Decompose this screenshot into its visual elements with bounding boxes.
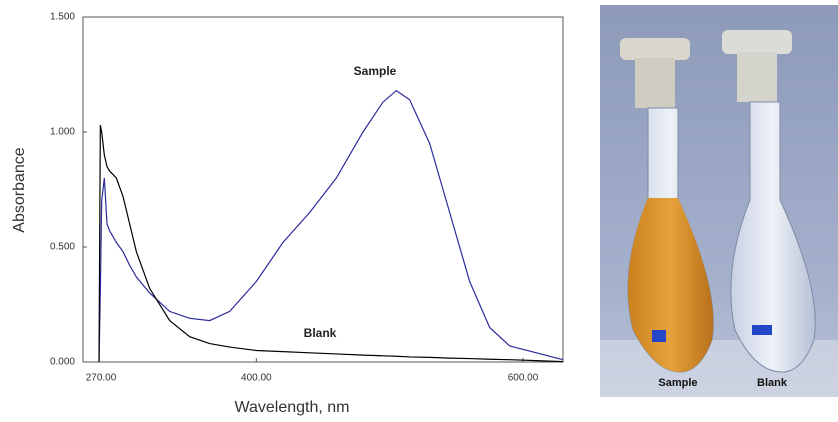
y-tick-label: 0.500 (50, 242, 75, 253)
x-tick-label: 400.00 (241, 373, 272, 384)
photo: Sample Blank (600, 5, 838, 397)
label-tag (652, 330, 666, 342)
y-tick-label: 1.500 (50, 12, 75, 23)
series-label: Sample (354, 64, 397, 78)
label-tag (752, 325, 772, 335)
series-line (98, 89, 564, 363)
series-line (98, 124, 564, 363)
y-tick-label: 0.000 (50, 357, 75, 368)
x-axis-label: Wavelength, nm (234, 399, 349, 416)
x-tick-label: 600.00 (508, 373, 539, 384)
x-tick-label: 270.00 (86, 373, 117, 384)
stopper-cap (722, 30, 792, 54)
photo-label: Blank (757, 377, 788, 389)
y-tick-label: 1.000 (50, 127, 75, 138)
stopper (635, 58, 675, 108)
stopper (737, 52, 777, 102)
stopper-cap (620, 38, 690, 60)
plot-frame (82, 16, 564, 363)
series-label: Blank (304, 326, 337, 340)
photo-label: Sample (658, 377, 697, 389)
flask-blank (730, 101, 816, 373)
sample-liquid (628, 198, 714, 372)
y-axis-label: Absorbance (11, 147, 28, 232)
